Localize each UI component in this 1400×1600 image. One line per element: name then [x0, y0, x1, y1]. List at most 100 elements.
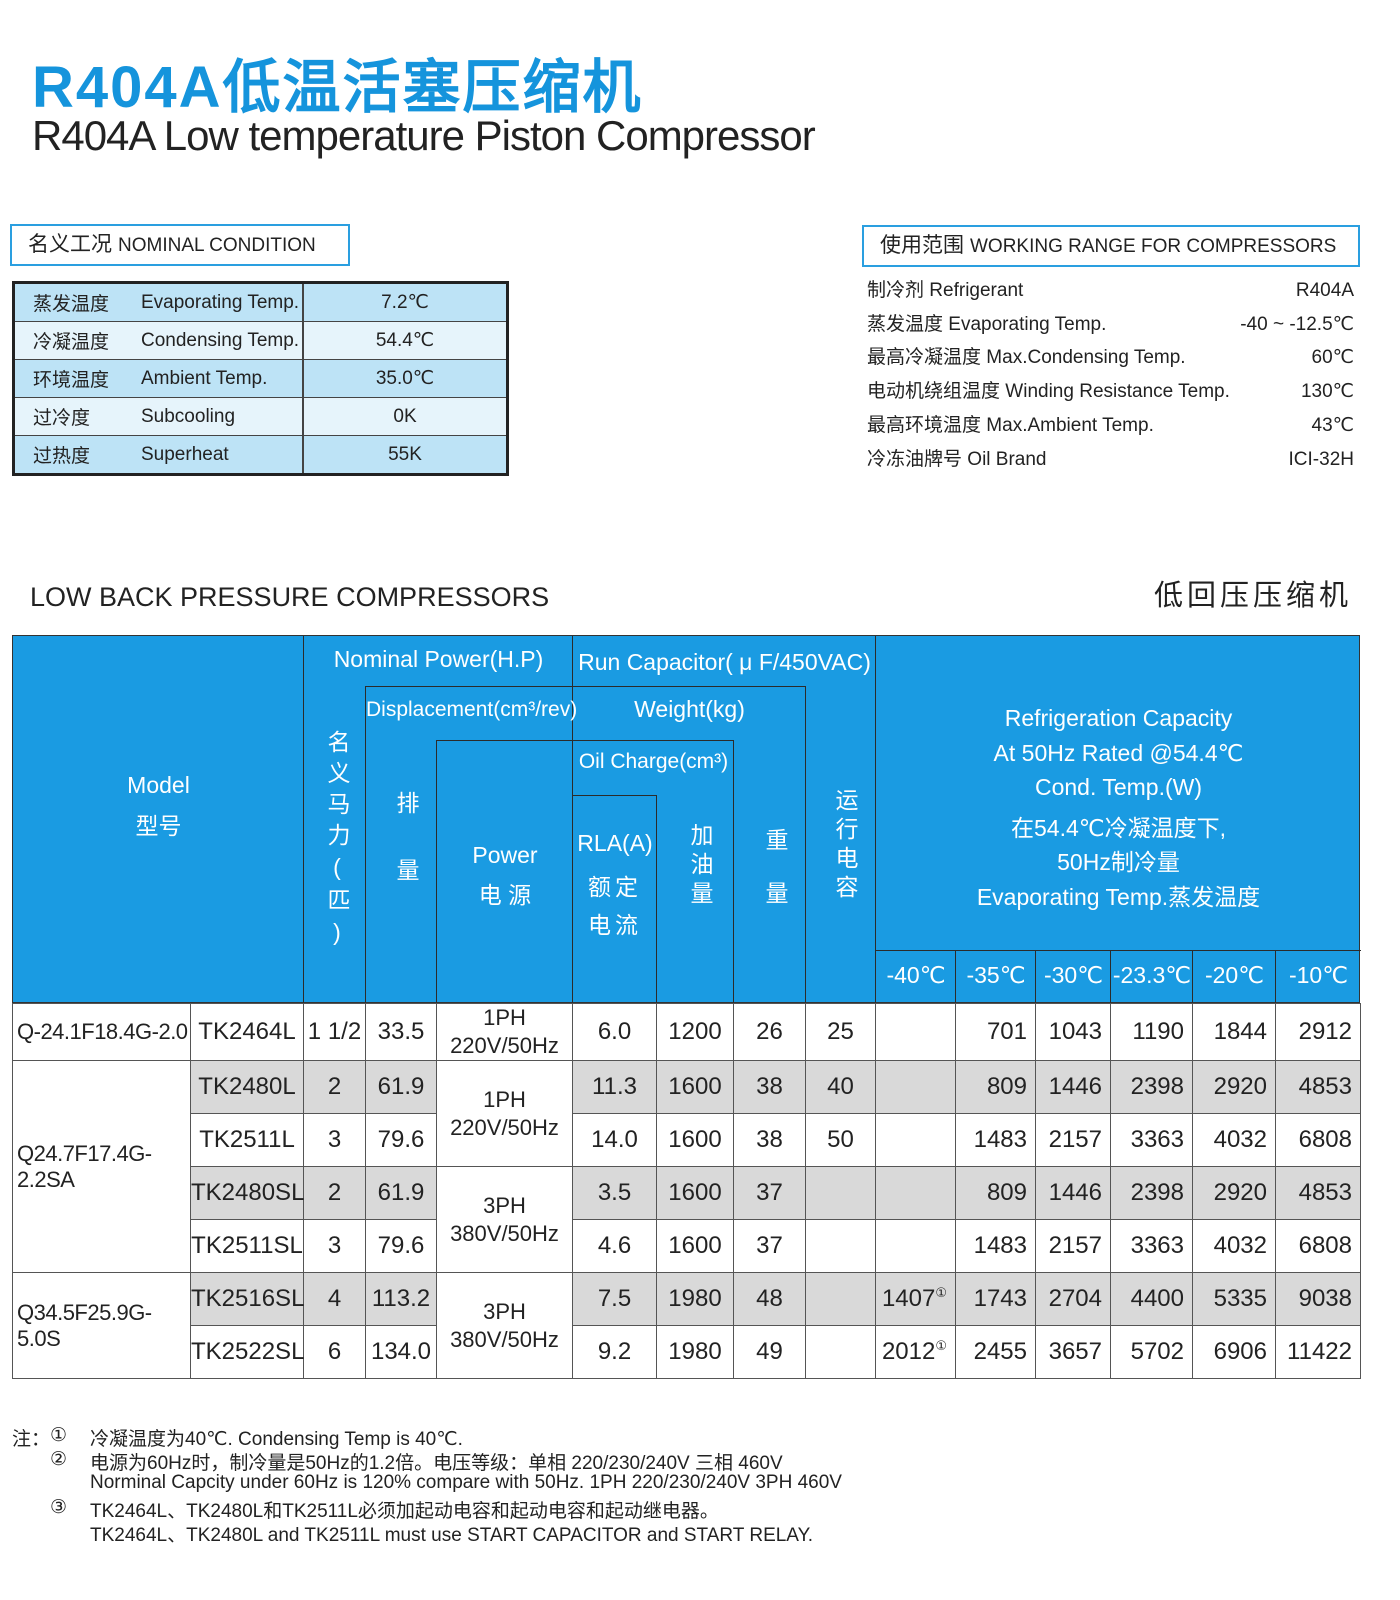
weight-label-cn: 重量 [762, 828, 788, 934]
range-row: 最高环境温度 Max.Ambient Temp. 43℃ [867, 411, 1354, 441]
run-capacitor [805, 1272, 876, 1326]
rla-label: RLA(A) [577, 830, 653, 856]
model-row: TK2511SL 3 79.6 4.6 1600 37 1483 2157 3363 4032 68… [13, 1219, 1361, 1273]
compressor-table: Q-24.1F18.4G-2.0 TK2464L 1 1/2 33.5 1PH 220V/… [12, 1003, 1361, 1379]
rla: 11.3 [572, 1060, 657, 1114]
divider [1192, 950, 1193, 1004]
capacity: 2157 [1035, 1219, 1111, 1273]
horsepower: 2 [303, 1060, 366, 1114]
capacity: 5335 [1192, 1272, 1276, 1326]
oil-label-cn: 加油量 [687, 823, 713, 910]
capacity-value: 4032 [1213, 1126, 1267, 1153]
temp-label: -30℃ [1043, 962, 1104, 988]
power-line: 380V/50Hz [450, 1326, 559, 1352]
capacity-value: 1446 [1048, 1179, 1102, 1206]
series: Q-24.1F18.4G-2.0 [12, 1003, 191, 1061]
model: TK2522SL [190, 1325, 304, 1379]
nominal-row: 蒸发温度 Evaporating Temp. 7.2℃ [13, 282, 508, 322]
value: 35.0℃ [302, 359, 508, 398]
displacement-label: Displacement(cm³/rev) [366, 698, 578, 721]
value: 55K [302, 435, 508, 475]
capacity: 2704 [1035, 1272, 1111, 1326]
value: 0K [302, 397, 508, 436]
rla-label-cn: 额定 [588, 874, 642, 900]
rla-label-cn: 电流 [588, 912, 642, 938]
note-text: TK2464L、TK2480L and TK2511L must use STA… [90, 1525, 814, 1546]
range-row: 最高冷凝温度 Max.Condensing Temp. 60℃ [867, 343, 1354, 373]
note-text: 电源为60Hz时，制冷量是50Hz的1.2倍。电压等级：单相 220/230/2… [90, 1453, 783, 1474]
model-label-cn: 型号 [135, 813, 182, 839]
heading-cn: 使用范围 [880, 234, 964, 257]
capacity-value: 2157 [1048, 1232, 1102, 1259]
capacity: 1190 [1110, 1003, 1193, 1061]
capacity-value: 4853 [1298, 1073, 1352, 1100]
oil-charge: 1600 [656, 1060, 734, 1114]
weight: 49 [733, 1325, 806, 1379]
model: TK2480L [190, 1060, 304, 1114]
capacity-value: 4853 [1298, 1179, 1352, 1206]
horsepower: 3 [303, 1219, 366, 1273]
rule [805, 686, 806, 1004]
capacity-value: 809 [986, 1073, 1027, 1100]
capacity: 2398 [1110, 1060, 1193, 1114]
oil-charge: 1600 [656, 1219, 734, 1273]
rule [365, 686, 366, 1004]
model: TK2516SL [190, 1272, 304, 1326]
capacity: 1407① [875, 1272, 956, 1326]
oil-charge: 1600 [656, 1113, 734, 1167]
displacement: 134.0 [365, 1325, 437, 1379]
capacity: 2157 [1035, 1113, 1111, 1167]
power-line: 3PH [483, 1192, 526, 1218]
capacity: 809 [955, 1060, 1036, 1114]
capacity: 6808 [1275, 1113, 1361, 1167]
capacity: 2398 [1110, 1166, 1193, 1220]
displacement: 33.5 [365, 1003, 437, 1061]
label-en: Subcooling [141, 397, 303, 436]
power-line: 1PH [483, 1086, 526, 1112]
notes-label: 注： [12, 1429, 51, 1450]
horsepower: 1 1/2 [303, 1003, 366, 1061]
note-mark: ① [935, 1285, 947, 1300]
note-mark: ① [50, 1425, 68, 1446]
capacity-value: 1043 [1048, 1018, 1102, 1045]
range-row: 蒸发温度 Evaporating Temp. -40 ~ -12.5℃ [867, 310, 1354, 340]
capacity: 3363 [1110, 1219, 1193, 1273]
model-row: Q34.5F25.9G-5.0S TK2516SL 4 113.2 3PH 380V/50… [12, 1272, 1361, 1379]
value: ICI-32H [1288, 448, 1354, 470]
power-line: 220V/50Hz [450, 1033, 559, 1058]
capacity-value: 2455 [973, 1338, 1027, 1365]
horsepower: 4 [303, 1272, 366, 1326]
capacity [875, 1003, 956, 1061]
nominal-row: 环境温度 Ambient Temp. 35.0℃ [13, 359, 508, 398]
displacement: 79.6 [365, 1219, 437, 1273]
capacity: 4032 [1192, 1113, 1276, 1167]
capacity: 1483 [955, 1219, 1036, 1273]
horsepower: 2 [303, 1166, 366, 1220]
temp-label: -35℃ [966, 962, 1026, 988]
model-row: Q24.7F17.4G-2.2SA TK2480L 2 61.9 1PH 220V/50H… [12, 1060, 1361, 1273]
power-label-cn: 电 源 [478, 882, 532, 908]
capacity: 1844 [1192, 1003, 1276, 1061]
model-row: TK2480SL 2 61.9 3PH 380V/50Hz 3.5 1600 37 809 144… [13, 1166, 1361, 1273]
capacity-label: Cond. Temp.(W) [1034, 774, 1202, 800]
capacity-value: 1483 [973, 1232, 1027, 1259]
capacity: 4853 [1275, 1166, 1361, 1220]
series: Q34.5F25.9G-5.0S [12, 1272, 191, 1379]
divider [955, 950, 956, 1004]
capacity-value: 5335 [1213, 1285, 1267, 1312]
rla: 3.5 [572, 1166, 657, 1220]
power-line: 1PH [483, 1005, 526, 1030]
divider [1110, 950, 1111, 1004]
capacity-value: 1844 [1213, 1018, 1267, 1045]
rule [875, 950, 1361, 951]
rule [572, 636, 573, 1004]
capacity: 6906 [1192, 1325, 1276, 1379]
nominal-row: 过冷度 Subcooling 0K [13, 397, 508, 436]
model: TK2511L [190, 1113, 304, 1167]
capacity: 701 [955, 1003, 1036, 1061]
label-en: Oil Brand [967, 448, 1047, 470]
label-en: Superheat [141, 435, 303, 475]
weight: 38 [733, 1060, 806, 1114]
displacement-label-cn: 排量 [393, 791, 419, 925]
note-text: 冷凝温度为40℃. Condensing Temp is 40℃. [90, 1429, 463, 1450]
